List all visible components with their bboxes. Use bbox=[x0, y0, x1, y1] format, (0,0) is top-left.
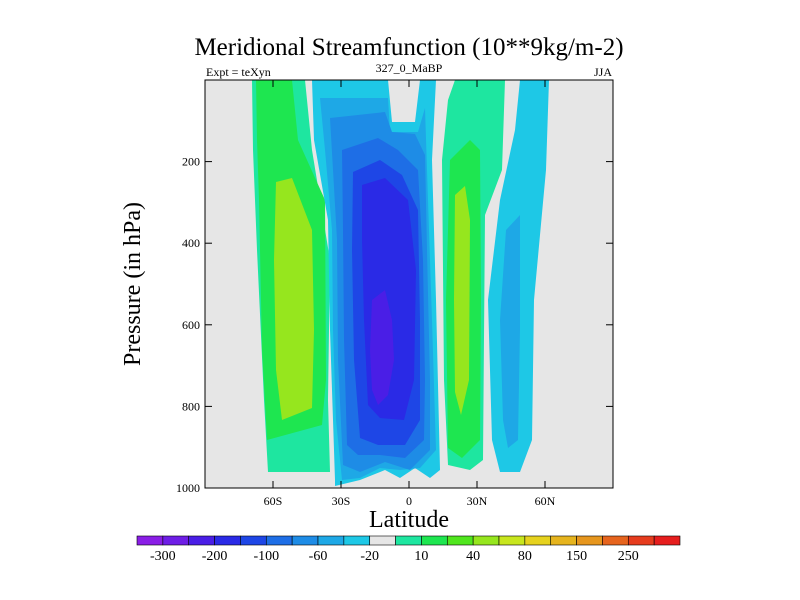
x-tick-label: 0 bbox=[406, 494, 412, 508]
colorbar-swatch bbox=[498, 535, 526, 546]
colorbar-label: 80 bbox=[518, 549, 532, 564]
y-tick-label: 1000 bbox=[176, 481, 200, 495]
x-axis-label: Latitude bbox=[369, 507, 449, 533]
colorbar: -300 -200 -100 -60 -20 10 40 80 150 250 bbox=[136, 535, 681, 564]
northern-positive-cell bbox=[442, 80, 505, 470]
y-axis-label: Pressure (in hPa) bbox=[120, 202, 146, 366]
colorbar-swatch bbox=[550, 535, 577, 546]
contour-fill-minus-20 bbox=[500, 215, 520, 448]
colorbar-label: 250 bbox=[618, 549, 639, 564]
southern-cell bbox=[252, 80, 330, 472]
x-tick-label: 60N bbox=[535, 494, 556, 508]
x-tick-label: 30N bbox=[467, 494, 488, 508]
y-axis: 200 400 600 800 1000 bbox=[176, 155, 613, 495]
contour-fields bbox=[252, 80, 549, 486]
colorbar-label: -60 bbox=[309, 549, 328, 564]
colorbar-swatch bbox=[343, 535, 371, 546]
chart-title: Meridional Streamfunction (10**9kg/m-2) bbox=[194, 34, 623, 61]
subtitle-left: Expt = teXyn bbox=[206, 65, 271, 79]
colorbar-swatch bbox=[446, 535, 474, 546]
colorbar-swatch bbox=[214, 535, 241, 546]
y-tick-label: 400 bbox=[182, 236, 200, 250]
x-tick-label: 30S bbox=[332, 494, 351, 508]
contour-fill-80 bbox=[454, 186, 470, 415]
colorbar-swatch bbox=[136, 535, 164, 546]
colorbar-swatch bbox=[627, 535, 655, 546]
equatorial-cell bbox=[312, 80, 440, 486]
y-tick-label: 800 bbox=[182, 399, 200, 413]
colorbar-swatch bbox=[162, 535, 190, 546]
colorbar-swatch bbox=[576, 535, 603, 546]
plot-area: 60S 30S 0 30N 60N 200 400 600 800 1000 bbox=[176, 79, 614, 508]
colorbar-label: 150 bbox=[566, 549, 587, 564]
colorbar-swatch bbox=[369, 535, 396, 546]
colorbar-swatch bbox=[653, 535, 681, 546]
colorbar-label: -100 bbox=[253, 549, 279, 564]
colorbar-label: -200 bbox=[202, 549, 228, 564]
colorbar-label: 10 bbox=[414, 549, 428, 564]
colorbar-swatch bbox=[291, 535, 319, 546]
y-tick-label: 200 bbox=[182, 155, 200, 169]
colorbar-swatch bbox=[188, 535, 215, 546]
colorbar-label: -300 bbox=[150, 549, 176, 564]
colorbar-swatch bbox=[421, 535, 448, 546]
subtitle-center: 327_0_MaBP bbox=[376, 61, 443, 75]
colorbar-swatch bbox=[265, 535, 293, 546]
y-tick-label: 600 bbox=[182, 318, 200, 332]
colorbar-label: 40 bbox=[466, 549, 480, 564]
colorbar-swatch bbox=[240, 535, 267, 546]
x-tick-label: 60S bbox=[264, 494, 283, 508]
colorbar-label: -20 bbox=[360, 549, 379, 564]
contour-fill-minus-150 bbox=[370, 290, 394, 405]
subtitle-right: JJA bbox=[594, 65, 612, 79]
colorbar-swatch bbox=[524, 535, 552, 546]
colorbar-swatch bbox=[317, 535, 345, 546]
colorbar-swatch bbox=[472, 535, 500, 546]
x-axis: 60S 30S 0 30N 60N bbox=[264, 80, 556, 508]
northern-negative-cell bbox=[488, 80, 549, 472]
contour-fill-80 bbox=[274, 178, 314, 420]
colorbar-swatch bbox=[395, 535, 422, 546]
colorbar-swatch bbox=[602, 535, 629, 546]
